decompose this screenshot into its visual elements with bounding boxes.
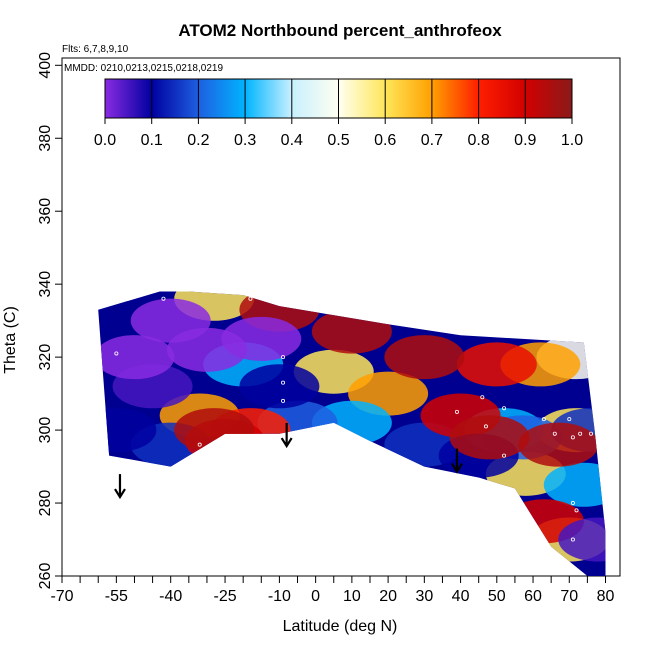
colorbar-tick-label: 0.4	[281, 132, 303, 149]
sample-point	[248, 296, 253, 301]
sample-point	[589, 431, 594, 436]
colorbar-tick-label: 0.8	[467, 132, 489, 149]
y-axis-label: Theta (C)	[2, 306, 19, 374]
sample-points	[110, 296, 594, 542]
sample-point	[161, 296, 166, 301]
x-tick-label: 40	[452, 588, 470, 605]
sample-point	[574, 508, 579, 513]
x-tick-label: 20	[379, 588, 397, 605]
colorbar-tick-label: 0.5	[327, 132, 349, 149]
down-arrow-icon	[451, 448, 463, 474]
colorbar-tick-label: 0.7	[421, 132, 443, 149]
y-tick-label: 260	[37, 563, 54, 590]
y-tick-label: 360	[37, 198, 54, 225]
x-tick-label: -10	[268, 588, 291, 605]
heatmap-cell	[98, 335, 175, 380]
sample-point	[502, 453, 507, 458]
colorbar-tick-label: 0.1	[141, 132, 163, 149]
heatmap-cell	[384, 335, 465, 380]
chart-title: ATOM2 Northbound percent_anthrofeox	[178, 21, 502, 40]
y-tick-label: 380	[37, 125, 54, 152]
sample-point	[570, 435, 575, 440]
sample-point	[578, 431, 583, 436]
dates-annotation: MMDD: 0210,0213,0215,0218,0219	[64, 63, 223, 74]
colorbar-tick-label: 1.0	[561, 132, 583, 149]
sample-point	[567, 417, 572, 422]
y-tick-label: 320	[37, 344, 54, 371]
heatmap-cell	[449, 415, 530, 460]
sample-point	[281, 398, 286, 403]
heatmap-cell	[98, 408, 157, 453]
x-tick-label: -40	[159, 588, 182, 605]
down-arrow-icon	[280, 423, 293, 449]
heatmap-cell	[174, 408, 255, 453]
x-axis-label: Latitude (deg N)	[283, 618, 398, 635]
x-axis: -70 -55 -40 -25 -10 0 10 20 30 40 50 60 70 80	[50, 576, 615, 605]
heatmap-cell	[543, 462, 606, 507]
sample-point	[541, 417, 546, 422]
x-tick-label: 60	[524, 588, 542, 605]
x-tick-label: 50	[488, 588, 506, 605]
x-tick-label: 80	[597, 588, 615, 605]
x-tick-label: -25	[213, 588, 236, 605]
colorbar-tick-label: 0.3	[234, 132, 256, 149]
sample-point	[114, 351, 119, 356]
heatmap-cell	[311, 309, 392, 354]
sample-point	[233, 435, 238, 440]
x-tick-label: 70	[560, 588, 578, 605]
y-tick-label: 340	[37, 271, 54, 298]
down-arrow-icon	[114, 474, 126, 500]
sample-point	[281, 380, 286, 385]
sample-point	[483, 424, 488, 429]
colorbar-tick-label: 0.6	[374, 132, 396, 149]
sample-point	[552, 431, 557, 436]
y-tick-label: 400	[37, 52, 54, 79]
sample-point	[281, 355, 286, 360]
flights-annotation: Flts: 6,7,8,9,10	[62, 44, 129, 55]
heatmap-cell	[518, 422, 599, 467]
sample-point	[110, 457, 115, 462]
x-tick-label: 10	[343, 588, 361, 605]
x-tick-label: -70	[50, 588, 73, 605]
x-tick-label: 0	[311, 588, 320, 605]
trend-arrows	[114, 423, 463, 500]
plot-frame	[61, 57, 621, 577]
heatmap-cell	[239, 364, 320, 409]
x-tick-label: 30	[415, 588, 433, 605]
y-axis: 260 280 300 320 340 360 380 400	[37, 52, 62, 590]
colorbar-tick-label: 0.2	[187, 132, 209, 149]
sample-point	[502, 406, 507, 411]
colorbar: 0.0 0.1 0.2 0.3 0.4 0.5 0.6 0.7 0.8 0.9 1.0	[94, 78, 583, 149]
sample-point	[197, 442, 202, 447]
sample-point	[570, 537, 575, 542]
y-tick-label: 300	[37, 417, 54, 444]
colorbar-tick-label: 0.0	[94, 132, 116, 149]
sample-point	[480, 395, 485, 400]
heatmap-cell	[456, 342, 537, 387]
sample-point	[454, 409, 459, 414]
sample-point	[570, 501, 575, 506]
x-tick-label: -55	[105, 588, 128, 605]
colorbar-tick-label: 0.9	[514, 132, 536, 149]
y-tick-label: 280	[37, 490, 54, 517]
heatmap-cell	[221, 316, 302, 361]
heatmap-cell	[558, 517, 606, 562]
